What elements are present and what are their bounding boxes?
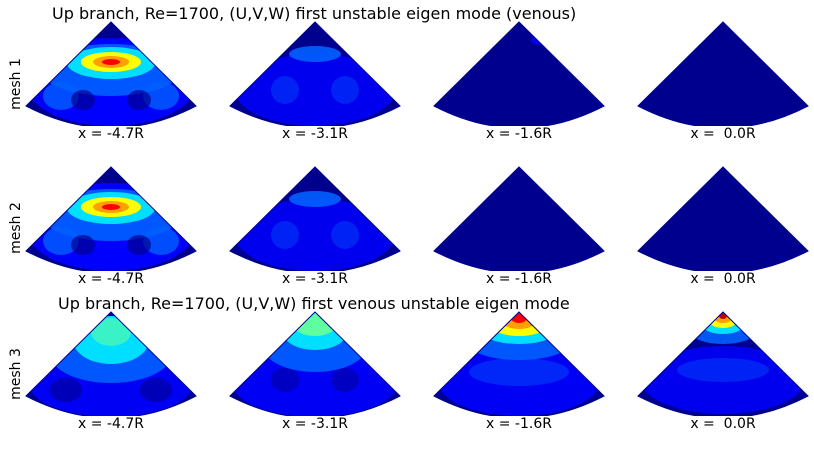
contour-blob [102, 59, 120, 65]
contour-blob [50, 378, 82, 402]
sector-background [638, 22, 808, 126]
panel-mesh3-x-3.1: x = -3.1R [225, 310, 405, 440]
panel-caption: x = 0.0R [690, 271, 756, 287]
sector-contour-plot [25, 21, 197, 126]
panel-caption: x = -3.1R [282, 126, 348, 142]
contour-blob [437, 344, 601, 416]
panel-mesh2-x0.0: x = 0.0R [633, 165, 813, 295]
title-bottom: Up branch, Re=1700, (U,V,W) first venous… [58, 294, 570, 313]
panel-mesh3-x0.0: x = 0.0R [633, 310, 813, 440]
sector-outline [433, 166, 605, 271]
contour-blob [143, 82, 179, 110]
contour-blob [271, 221, 299, 249]
sector-outline [25, 311, 197, 416]
sector-contour-plot [433, 311, 605, 416]
sector-outline [229, 21, 401, 126]
contour-blob [91, 318, 131, 346]
panel-mesh2-x-1.6: x = -1.6R [429, 165, 609, 295]
panel-caption: x = -1.6R [486, 416, 552, 432]
contour-blob [43, 82, 79, 110]
panel-mesh2-x-4.7: x = -4.7R [21, 165, 201, 295]
contour-blob [331, 221, 359, 249]
panel-mesh3-x-4.7: x = -4.7R [21, 310, 201, 440]
contour-blob [331, 76, 359, 104]
contour-blob [271, 76, 299, 104]
sector-outline [25, 166, 197, 271]
sector-outline [433, 311, 605, 416]
contour-blob [71, 90, 95, 110]
contour-blob [469, 358, 569, 386]
contour-blob [143, 227, 179, 255]
contour-blob [127, 235, 151, 255]
panel-caption: x = -3.1R [282, 271, 348, 287]
sector-contour-plot [433, 166, 605, 271]
sector-contour-plot [229, 21, 401, 126]
panel-mesh1-x-4.7: x = -4.7R [21, 20, 201, 150]
sector-contour-plot [229, 166, 401, 271]
sector-outline [25, 21, 197, 126]
contour-blob [43, 227, 79, 255]
contour-blob [289, 46, 341, 62]
sector-contour-plot [637, 166, 809, 271]
sector-background [638, 167, 808, 271]
sector-contour-plot [637, 311, 809, 416]
panel-mesh1-x-3.1: x = -3.1R [225, 20, 405, 150]
panel-mesh1-x0.0: x = 0.0R [633, 20, 813, 150]
contour-blob [127, 90, 151, 110]
sector-background [434, 167, 604, 271]
sector-contour-plot [433, 21, 605, 126]
panel-caption: x = -4.7R [78, 126, 144, 142]
contour-blob [140, 378, 172, 402]
title-top: Up branch, Re=1700, (U,V,W) first unstab… [52, 4, 577, 23]
contour-blob [331, 368, 359, 392]
panel-caption: x = -1.6R [486, 126, 552, 142]
sector-contour-plot [637, 21, 809, 126]
contour-blob [719, 313, 727, 319]
contour-blob [271, 368, 299, 392]
sector-outline [433, 21, 605, 126]
sector-contour-plot [25, 311, 197, 416]
sector-outline [229, 311, 401, 416]
contour-blob [293, 312, 337, 336]
contour-blob [235, 54, 395, 126]
sector-contour-plot [25, 166, 197, 271]
panel-mesh2-x-3.1: x = -3.1R [225, 165, 405, 295]
contour-blob [641, 346, 805, 414]
sector-background [434, 22, 604, 126]
panel-caption: x = -4.7R [78, 271, 144, 287]
sector-outline [637, 166, 809, 271]
panel-mesh1-x-1.6: x = -1.6R [429, 20, 609, 150]
contour-blob [677, 358, 769, 382]
panel-caption: x = 0.0R [690, 126, 756, 142]
sector-contour-plot [229, 311, 401, 416]
contour-blob [289, 191, 341, 207]
panel-caption: x = -4.7R [78, 416, 144, 432]
sector-outline [229, 166, 401, 271]
panel-caption: x = 0.0R [690, 416, 756, 432]
sector-outline [637, 311, 809, 416]
contour-blob [235, 199, 395, 271]
panel-caption: x = -3.1R [282, 416, 348, 432]
contour-blob [71, 235, 95, 255]
panel-caption: x = -1.6R [486, 271, 552, 287]
contour-blob [102, 204, 120, 210]
sector-outline [637, 21, 809, 126]
panel-mesh3-x-1.6: x = -1.6R [429, 310, 609, 440]
